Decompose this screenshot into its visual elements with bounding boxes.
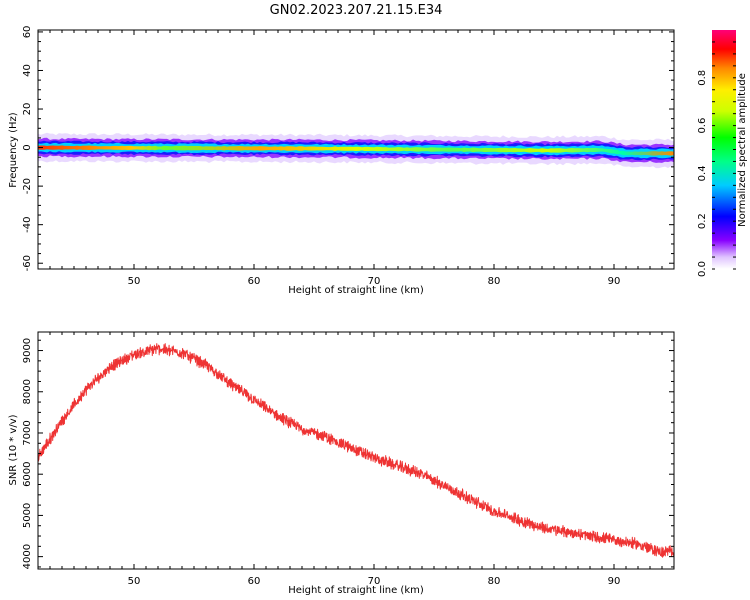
colorbar-label: Normalized spectral amplitude: [737, 73, 748, 227]
x-tick-label: 60: [248, 576, 261, 587]
x-tick-label: 50: [128, 276, 141, 287]
y-tick-label: 6000: [22, 461, 33, 486]
spectrogram-band: [38, 132, 674, 169]
y-tick-label: 8000: [22, 379, 33, 404]
snr-x-label: Height of straight line (km): [288, 585, 424, 596]
y-tick-label: 0: [22, 144, 33, 150]
spectrogram-x-label: Height of straight line (km): [288, 285, 424, 296]
spectrogram-frame: [37, 29, 675, 270]
x-tick-label: 70: [368, 576, 381, 587]
y-tick-label: 40: [22, 64, 33, 77]
snr-panel: 50 60 70 80 90 4000 5000 6000 7000 8000 9000 Heig…: [8, 331, 675, 596]
y-tick-label: 9000: [22, 338, 33, 363]
x-tick-label: 90: [608, 576, 621, 587]
x-tick-label: 90: [608, 276, 621, 287]
spectrogram-panel: 50 60 70 80 90 -60 -40 -20 0 20 40 60 Height of st…: [8, 26, 675, 296]
y-tick-label: -40: [22, 216, 33, 232]
y-tick-label: 5000: [22, 503, 33, 528]
colorbar-tick-label: 0.0: [697, 261, 708, 277]
colorbar-tick-label: 0.8: [697, 70, 708, 86]
x-tick-label: 50: [128, 576, 141, 587]
y-tick-label: 7000: [22, 420, 33, 445]
y-tick-label: 60: [22, 26, 33, 39]
y-tick-label: 20: [22, 103, 33, 116]
colorbar-tick-label: 0.4: [697, 165, 708, 181]
y-tick-label: 4000: [22, 544, 33, 569]
snr-frame: [37, 331, 675, 570]
snr-series-line: [38, 343, 674, 558]
snr-y-ticks: 4000 5000 6000 7000 8000 9000: [22, 338, 674, 569]
spectrogram-x-ticks: 50 60 70 80 90: [37, 30, 675, 287]
colorbar: 0.0 0.2 0.4 0.6 0.8 Normalized spectral ampl…: [697, 30, 748, 277]
colorbar-gradient: [712, 30, 736, 269]
y-tick-label: -60: [22, 255, 33, 271]
spectrogram-y-ticks: -60 -40 -20 0 20 40 60: [22, 26, 674, 271]
x-tick-label: 60: [248, 276, 261, 287]
snr-y-label: SNR (10 * v/v): [8, 414, 19, 485]
colorbar-ticks: 0.0 0.2 0.4 0.6 0.8: [697, 41, 736, 277]
y-tick-label: -20: [22, 178, 33, 194]
figure-title: GN02.2023.207.21.15.E34: [270, 3, 443, 18]
x-tick-label: 80: [488, 576, 501, 587]
spectrogram-y-label: Frequency (Hz): [8, 112, 19, 188]
band-core: [38, 145, 674, 156]
snr-x-ticks: 50 60 70 80 90: [37, 332, 675, 587]
x-tick-label: 70: [368, 276, 381, 287]
colorbar-tick-label: 0.6: [697, 118, 708, 134]
colorbar-tick-label: 0.2: [697, 213, 708, 229]
x-tick-label: 80: [488, 276, 501, 287]
